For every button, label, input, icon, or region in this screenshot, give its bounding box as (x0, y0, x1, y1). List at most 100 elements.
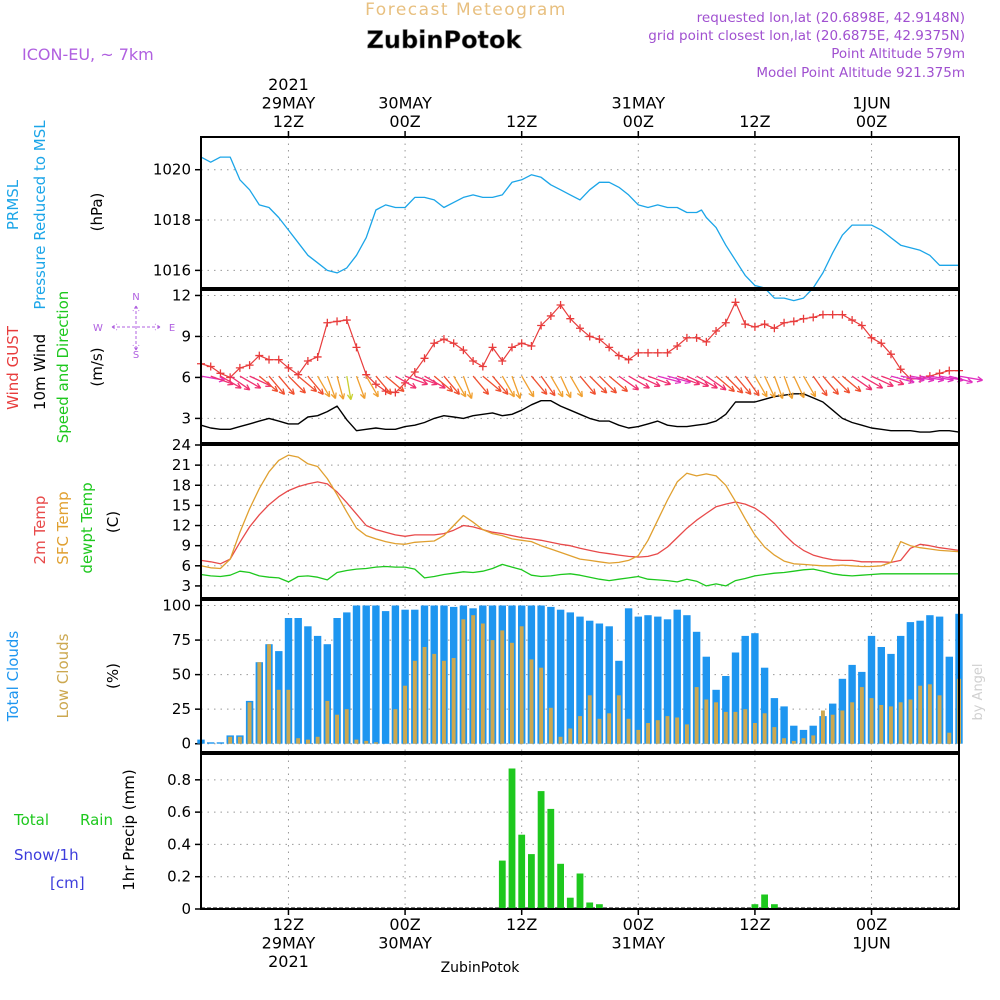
wind-gust-point (877, 339, 886, 348)
point-altitude: Point Altitude 579m (831, 46, 965, 62)
precip-bar (566, 897, 574, 909)
cloud-low-bar (286, 689, 291, 744)
precip-bar (586, 902, 594, 909)
cloud-total-bar (644, 615, 652, 744)
cloud-total-bar (333, 618, 341, 744)
time-label-bottom: 29MAY (262, 934, 316, 953)
cloud-total-bar (926, 615, 934, 744)
wind-direction-arrow (822, 375, 840, 395)
requested-point: requested lon,lat (20.6898E, 42.9148N) (697, 10, 965, 26)
cloud-total-bar (673, 609, 681, 744)
time-label-top: 30MAY (378, 94, 432, 113)
wind-gust-point (323, 318, 332, 327)
cloud-low-bar (743, 709, 748, 744)
cloud-total-bar (663, 619, 672, 744)
wind-direction-arrow (278, 375, 295, 395)
wind-direction-arrow (560, 375, 572, 399)
cloud-low-bar (335, 714, 339, 744)
wind-ytick-label: 12 (172, 286, 191, 304)
cloud-total-bar (770, 698, 779, 744)
compass-arrows (111, 305, 161, 351)
cloud-total-bar (216, 742, 225, 744)
cloud-low-bar (869, 698, 874, 744)
time-label-bottom: 30MAY (378, 934, 432, 953)
wind-direction-arrow (628, 375, 650, 389)
wind-direction-arrow (725, 375, 744, 394)
precip-bar (576, 873, 584, 909)
wind-gust-point (838, 310, 847, 319)
cloud-low-bar (646, 723, 650, 744)
precip-ytick-label: 0.4 (167, 835, 191, 853)
wind-direction-arrow (871, 375, 894, 387)
cloud-total-bar (731, 652, 740, 744)
wind-gust-point (770, 324, 779, 333)
wind-direction-arrow (433, 375, 454, 393)
wind-speed-line (200, 393, 960, 433)
time-label-bottom: 12Z (506, 915, 537, 934)
wind-gust-point (430, 339, 439, 348)
precip-bar (596, 904, 603, 909)
wind-gust-point (731, 298, 740, 307)
wind-direction-arrow (705, 375, 727, 391)
clouds-label: Total Clouds (4, 631, 22, 723)
pressure-ytick-label: 1020 (153, 161, 191, 179)
wind-direction-arrow (881, 375, 905, 386)
temperature-panel: 3 6 9 12 15 18 21 24 (172, 436, 960, 598)
cloud-low-bar (296, 738, 301, 744)
model-altitude: Model Point Altitude 921.375m (756, 65, 965, 81)
cloud-total-bar (877, 647, 885, 744)
cloud-low-bar (315, 736, 320, 744)
time-axis: 12Z29MAY202112Z29MAY202100Z30MAY00Z30MAY… (262, 75, 891, 971)
wind-direction-arrow (589, 375, 608, 394)
cloud-low-bar (539, 667, 544, 744)
cloud-total-bar (391, 605, 400, 744)
wind-gust-point (459, 346, 468, 355)
wind-direction-arrow (375, 375, 392, 395)
wind-gust-point (342, 316, 351, 325)
clouds-ytick-label: 25 (172, 700, 191, 718)
wind-label: Speed and Direction (54, 291, 72, 444)
wind-label: Wind GUST (4, 325, 22, 410)
cloud-low-bar (927, 684, 932, 744)
time-label-top: 2021 (268, 75, 309, 94)
cloud-total-bar (605, 626, 613, 744)
cloud-low-bar (412, 660, 417, 744)
cloud-total-bar (867, 635, 876, 744)
clouds-ytick-label: 50 (172, 666, 191, 684)
wind-direction-arrow (949, 375, 973, 385)
cloud-low-bar (510, 642, 514, 744)
precip-ytick-label: 0.8 (167, 771, 191, 789)
clouds-ytick-label: 0 (181, 735, 191, 753)
footer-place: ZubinPotok (441, 960, 521, 976)
wind-direction-arrow (288, 375, 307, 394)
cloud-low-bar (276, 689, 281, 744)
wind-direction-arrow (764, 375, 776, 399)
time-label-top: 00Z (389, 112, 420, 131)
cloud-total-bar (624, 608, 633, 744)
compass-east: E (169, 323, 175, 334)
cloud-low-bar (908, 699, 913, 744)
precip-ytick-label: 0.2 (167, 868, 191, 886)
wind-gust-point (867, 333, 876, 342)
wind-gust-point (517, 339, 526, 348)
wind-direction-arrow (297, 375, 318, 393)
wind-compass: N S W E (93, 292, 175, 361)
temp-label: 2m Temp (31, 496, 49, 565)
wind-direction-arrow (395, 375, 417, 389)
cloud-total-bar (760, 667, 769, 744)
wind-direction-arrow (579, 375, 597, 395)
cloud-low-bar (782, 738, 786, 744)
cloud-total-bar (556, 609, 565, 744)
cloud-low-bar (947, 732, 952, 744)
pressure-axis-labels: PRMSL Pressure Reduced to MSL (hPa) (4, 120, 106, 310)
cloud-low-bar (364, 740, 369, 744)
cloud-total-bar (304, 626, 312, 744)
cloud-low-bar (548, 707, 553, 744)
precip-bar (771, 904, 778, 909)
cloud-total-bar (547, 606, 555, 744)
closest-point: grid point closest lon,lat (20.6875E, 42… (648, 28, 965, 44)
cloud-total-bar (654, 616, 662, 744)
wind-gust-point (789, 317, 798, 326)
wind-gust-point (265, 355, 274, 364)
cloud-total-bar (294, 618, 302, 744)
